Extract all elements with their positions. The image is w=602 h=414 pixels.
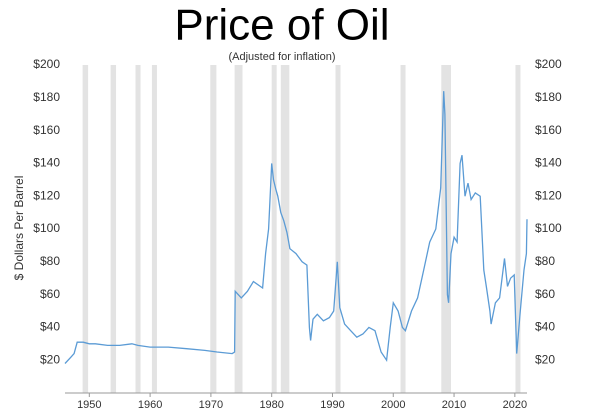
recession-band: [151, 65, 157, 393]
y-tick-label: $20: [40, 352, 60, 366]
x-tick-label: 2020: [503, 399, 527, 411]
chart-subtitle: (Adjusted for inflation): [229, 51, 336, 63]
y-tick-label: $120: [33, 188, 60, 202]
recession-band: [135, 65, 141, 393]
y2-tick-label: $140: [535, 156, 562, 170]
y-tick-label: $200: [33, 57, 60, 71]
recession-band: [234, 65, 243, 393]
y2-tick-label: $60: [535, 287, 555, 301]
y2-tick-label: $100: [535, 221, 562, 235]
price-line: [64, 91, 528, 364]
y-tick-label: $100: [33, 221, 60, 235]
y2-tick-label: $200: [535, 57, 562, 71]
x-tick-label: 2000: [381, 399, 405, 411]
recession-band: [271, 65, 277, 393]
chart-title: Price of Oil: [174, 1, 389, 50]
y2-tick-label: $160: [535, 123, 562, 137]
recession-band: [210, 65, 217, 393]
x-tick-label: 1950: [77, 399, 101, 411]
y-tick-label: $140: [33, 156, 60, 170]
y2-tick-label: $120: [535, 188, 562, 202]
y2-tick-label: $20: [535, 352, 555, 366]
recession-band: [400, 65, 406, 393]
x-tick-label: 1980: [259, 399, 283, 411]
recession-band: [280, 65, 290, 393]
y-tick-label: $180: [33, 90, 60, 104]
recession-band: [515, 65, 521, 393]
recession-band: [110, 65, 117, 393]
y-tick-label: $40: [40, 320, 60, 334]
recession-band: [335, 65, 341, 393]
x-tick-label: 2010: [442, 399, 466, 411]
y2-tick-label: $180: [535, 90, 562, 104]
y-axis-label: $ Dollars Per Barrel: [12, 176, 26, 281]
y-tick-label: $80: [40, 254, 60, 268]
y-tick-label: $160: [33, 123, 60, 137]
x-tick-label: 1990: [320, 399, 344, 411]
x-tick-label: 1960: [138, 399, 162, 411]
y2-tick-label: $40: [535, 320, 555, 334]
recession-band: [82, 65, 89, 393]
y2-tick-label: $80: [535, 254, 555, 268]
y-tick-label: $60: [40, 287, 60, 301]
x-tick-label: 1970: [199, 399, 223, 411]
